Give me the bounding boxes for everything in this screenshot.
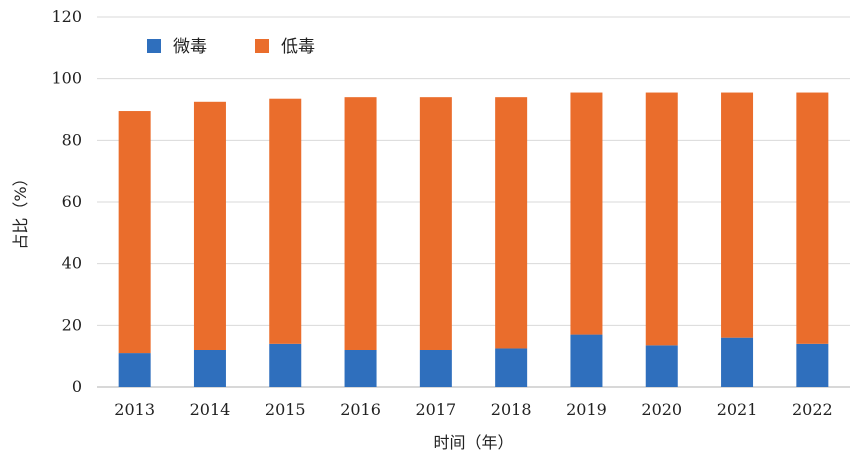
x-tick-label: 2022 <box>792 400 833 419</box>
legend-swatch <box>147 39 161 53</box>
bar-segment-didu-2014 <box>193 101 226 351</box>
y-axis-ticks: 0 20 40 60 80 100 120 <box>51 7 82 396</box>
bar-segment-didu-2020 <box>645 92 678 346</box>
bar-segment-didu-2021 <box>721 92 754 338</box>
bar-segment-weidu-2016 <box>344 350 377 387</box>
x-tick-label: 2021 <box>717 400 758 419</box>
x-tick-label: 2020 <box>641 400 682 419</box>
bar-segment-didu-2022 <box>796 92 829 344</box>
bar-segment-weidu-2014 <box>193 350 226 387</box>
x-tick-label: 2014 <box>190 400 231 419</box>
bar-segment-didu-2019 <box>570 92 603 335</box>
y-tick-label: 100 <box>51 69 82 88</box>
y-tick-label: 80 <box>62 130 82 149</box>
x-tick-label: 2015 <box>265 400 306 419</box>
x-tick-label: 2017 <box>415 400 456 419</box>
y-tick-label: 40 <box>62 254 82 273</box>
y-tick-label: 20 <box>62 315 82 334</box>
bar-segment-weidu-2017 <box>419 350 452 387</box>
y-tick-label: 60 <box>62 192 82 211</box>
x-tick-label: 2018 <box>491 400 532 419</box>
x-axis-ticks: 2013 2014 2015 2016 2017 2018 2019 2020 2021 2022 <box>114 400 832 419</box>
bar-segment-weidu-2020 <box>645 345 678 387</box>
bar-segment-weidu-2021 <box>721 337 754 387</box>
y-tick-label: 120 <box>51 7 82 26</box>
bar-segment-weidu-2013 <box>118 353 151 387</box>
x-tick-label: 2016 <box>340 400 381 419</box>
x-axis-title: 时间（年） <box>433 433 513 452</box>
legend: 微毒 低毒 <box>147 37 315 57</box>
bar-segment-didu-2013 <box>118 111 151 354</box>
x-tick-label: 2019 <box>566 400 607 419</box>
bar-segment-didu-2016 <box>344 97 377 351</box>
legend-label: 低毒 <box>281 37 315 57</box>
bar-segment-weidu-2019 <box>570 334 603 387</box>
legend-label: 微毒 <box>173 37 207 57</box>
y-axis-title: 占比（%） <box>11 170 30 249</box>
bar-segment-weidu-2015 <box>269 343 302 387</box>
bars <box>118 92 829 387</box>
x-tick-label: 2013 <box>114 400 155 419</box>
bar-segment-didu-2018 <box>495 97 528 349</box>
bar-segment-didu-2015 <box>269 98 302 344</box>
bar-segment-didu-2017 <box>419 97 452 351</box>
legend-swatch <box>255 39 269 53</box>
bar-segment-weidu-2018 <box>495 348 528 387</box>
bar-segment-weidu-2022 <box>796 343 829 387</box>
y-tick-label: 0 <box>72 377 82 396</box>
